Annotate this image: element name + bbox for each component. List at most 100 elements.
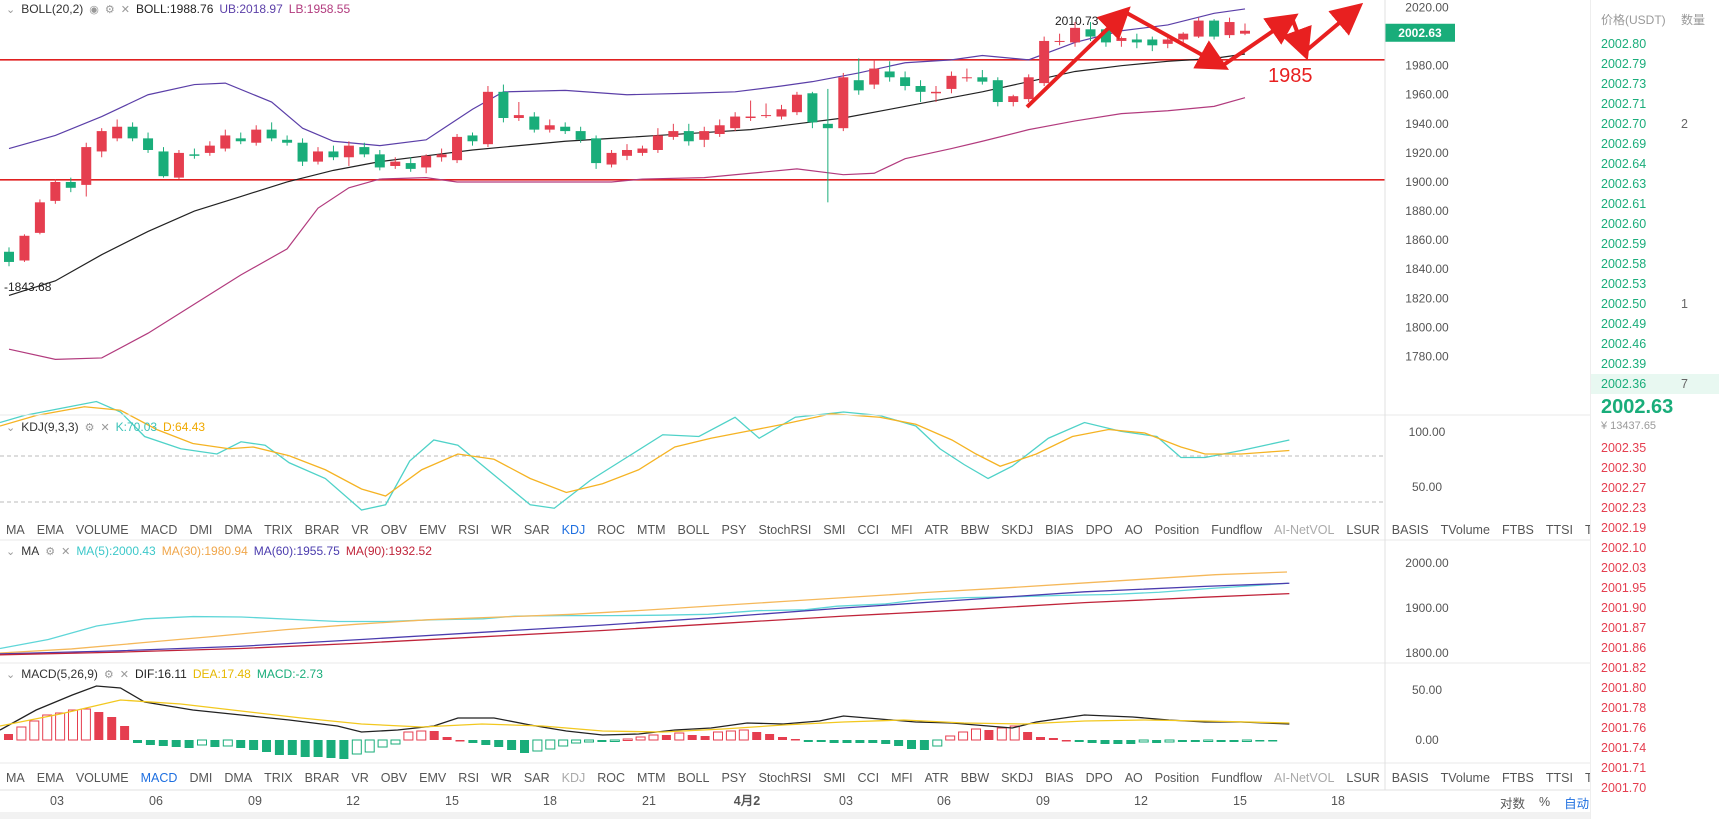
indicator-tab-vr[interactable]: VR (351, 771, 369, 785)
indicator-tab-atr[interactable]: ATR (924, 523, 949, 537)
indicator-tab-tvolume[interactable]: TVolume (1440, 771, 1490, 785)
ask-row[interactable]: 2002.49 (1591, 314, 1719, 334)
ask-row[interactable]: 2002.60 (1591, 214, 1719, 234)
indicator-tab-position[interactable]: Position (1154, 523, 1200, 537)
ask-row[interactable]: 2002.69 (1591, 134, 1719, 154)
indicator-tab-basis[interactable]: BASIS (1391, 523, 1429, 537)
gear-icon[interactable]: ⚙ (103, 668, 114, 681)
indicator-tab-dpo[interactable]: DPO (1085, 771, 1113, 785)
bid-row[interactable]: 2001.90 (1591, 598, 1719, 618)
ask-row[interactable]: 2002.73 (1591, 74, 1719, 94)
indicator-tab-bbw[interactable]: BBW (960, 523, 990, 537)
bid-row[interactable]: 2002.30 (1591, 458, 1719, 478)
indicator-tab-sar[interactable]: SAR (523, 771, 550, 785)
bid-row[interactable]: 2002.27 (1591, 478, 1719, 498)
indicator-tab-ao[interactable]: AO (1124, 523, 1143, 537)
auto-scale-toggle[interactable]: 自动 (1564, 796, 1590, 811)
indicator-tab-stochrsi[interactable]: StochRSI (758, 771, 812, 785)
ask-row[interactable]: 2002.64 (1591, 154, 1719, 174)
indicator-tab-ema[interactable]: EMA (36, 523, 64, 537)
indicator-tab-dma[interactable]: DMA (224, 771, 253, 785)
ask-row[interactable]: 2002.39 (1591, 354, 1719, 374)
percent-scale-toggle[interactable]: % (1539, 795, 1551, 809)
close-icon[interactable]: ✕ (61, 545, 71, 558)
ask-row[interactable]: 2002.46 (1591, 334, 1719, 354)
ask-row[interactable]: 2002.36 7 (1591, 374, 1719, 394)
bid-row[interactable]: 2002.35 (1591, 438, 1719, 458)
indicator-tab-boll[interactable]: BOLL (677, 771, 710, 785)
indicator-tab-wr[interactable]: WR (491, 523, 512, 537)
ask-row[interactable]: 2002.53 (1591, 274, 1719, 294)
indicator-tab-ttsi[interactable]: TTSI (1545, 523, 1573, 537)
indicator-tab-ttsi[interactable]: TTSI (1545, 771, 1573, 785)
collapse-chevron-icon[interactable]: ⌄ (6, 668, 16, 681)
gear-icon[interactable]: ⚙ (45, 545, 56, 558)
indicator-tab-vr[interactable]: VR (351, 523, 369, 537)
indicator-tab-psy[interactable]: PSY (721, 771, 747, 785)
indicator-tab-dma[interactable]: DMA (224, 523, 253, 537)
indicator-tab-obv[interactable]: OBV (380, 523, 408, 537)
indicator-tab-ema[interactable]: EMA (36, 771, 64, 785)
indicator-tab-kdj[interactable]: KDJ (561, 771, 586, 785)
indicator-tab-cci[interactable]: CCI (857, 771, 880, 785)
close-icon[interactable]: ✕ (119, 668, 129, 681)
indicator-tab-roc[interactable]: ROC (597, 771, 626, 785)
bid-row[interactable]: 2001.87 (1591, 618, 1719, 638)
indicator-tab-macd[interactable]: MACD (140, 771, 178, 785)
bid-row[interactable]: 2002.10 (1591, 538, 1719, 558)
indicator-tab-mtm[interactable]: MTM (637, 771, 666, 785)
ask-row[interactable]: 2002.63 (1591, 174, 1719, 194)
indicator-tab-ma[interactable]: MA (6, 523, 25, 537)
bid-row[interactable]: 2002.23 (1591, 498, 1719, 518)
collapse-chevron-icon[interactable]: ⌄ (6, 545, 16, 558)
indicator-tab-kdj[interactable]: KDJ (561, 523, 586, 537)
indicator-tab-sar[interactable]: SAR (523, 523, 550, 537)
indicator-tab-stochrsi[interactable]: StochRSI (758, 523, 812, 537)
indicator-tab-mfi[interactable]: MFI (891, 771, 913, 785)
indicator-tab-lsur[interactable]: LSUR (1346, 523, 1380, 537)
indicator-tab-basis[interactable]: BASIS (1391, 771, 1429, 785)
indicator-tab-mtm[interactable]: MTM (637, 523, 666, 537)
indicator-tab-boll[interactable]: BOLL (677, 523, 710, 537)
indicator-tab-rsi[interactable]: RSI (458, 771, 480, 785)
indicator-tab-brar[interactable]: BRAR (304, 771, 340, 785)
indicator-tab-ma[interactable]: MA (6, 771, 25, 785)
collapse-chevron-icon[interactable]: ⌄ (6, 421, 16, 434)
bid-row[interactable]: 2001.70 (1591, 778, 1719, 798)
indicator-tab-roc[interactable]: ROC (597, 523, 626, 537)
indicator-tab-fundflow[interactable]: Fundflow (1211, 523, 1262, 537)
indicator-tab-emv[interactable]: EMV (419, 523, 447, 537)
indicator-tab-atr[interactable]: ATR (924, 771, 949, 785)
ask-row[interactable]: 2002.58 (1591, 254, 1719, 274)
close-icon[interactable]: ✕ (100, 421, 110, 434)
indicator-tab-ai-netvol[interactable]: AI-NetVOL (1273, 771, 1335, 785)
indicator-tab-dpo[interactable]: DPO (1085, 523, 1113, 537)
bid-row[interactable]: 2001.71 (1591, 758, 1719, 778)
indicator-tab-rsi[interactable]: RSI (458, 523, 480, 537)
ask-row[interactable]: 2002.80 (1591, 34, 1719, 54)
indicator-tab-cci[interactable]: CCI (857, 523, 880, 537)
indicator-tab-skdj[interactable]: SKDJ (1001, 771, 1034, 785)
indicator-tab-ao[interactable]: AO (1124, 771, 1143, 785)
ask-row[interactable]: 2002.71 (1591, 94, 1719, 114)
indicator-tab-volume[interactable]: VOLUME (75, 523, 129, 537)
indicator-tab-macd[interactable]: MACD (140, 523, 178, 537)
bid-row[interactable]: 2001.74 (1591, 738, 1719, 758)
indicator-tab-position[interactable]: Position (1154, 771, 1200, 785)
gear-icon[interactable]: ⚙ (104, 3, 115, 16)
indicator-tab-ai-netvol[interactable]: AI-NetVOL (1273, 523, 1335, 537)
bid-row[interactable]: 2001.82 (1591, 658, 1719, 678)
indicator-tab-ftbs[interactable]: FTBS (1501, 523, 1534, 537)
chart-canvas[interactable]: 2020.00 2000.00 1980.00 1960.00 1940.00 1920.… (0, 0, 1590, 819)
indicator-tab-trix[interactable]: TRIX (264, 523, 293, 537)
indicator-tab-skdj[interactable]: SKDJ (1001, 523, 1034, 537)
indicator-tab-lsur[interactable]: LSUR (1346, 771, 1380, 785)
indicator-tab-smi[interactable]: SMI (823, 523, 846, 537)
bid-row[interactable]: 2001.86 (1591, 638, 1719, 658)
log-scale-toggle[interactable]: 对数 (1500, 796, 1526, 811)
indicator-tab-emv[interactable]: EMV (419, 771, 447, 785)
ask-row[interactable]: 2002.59 (1591, 234, 1719, 254)
indicator-tab-dmi[interactable]: DMI (189, 523, 213, 537)
ask-row[interactable]: 2002.61 (1591, 194, 1719, 214)
bid-row[interactable]: 2002.03 (1591, 558, 1719, 578)
